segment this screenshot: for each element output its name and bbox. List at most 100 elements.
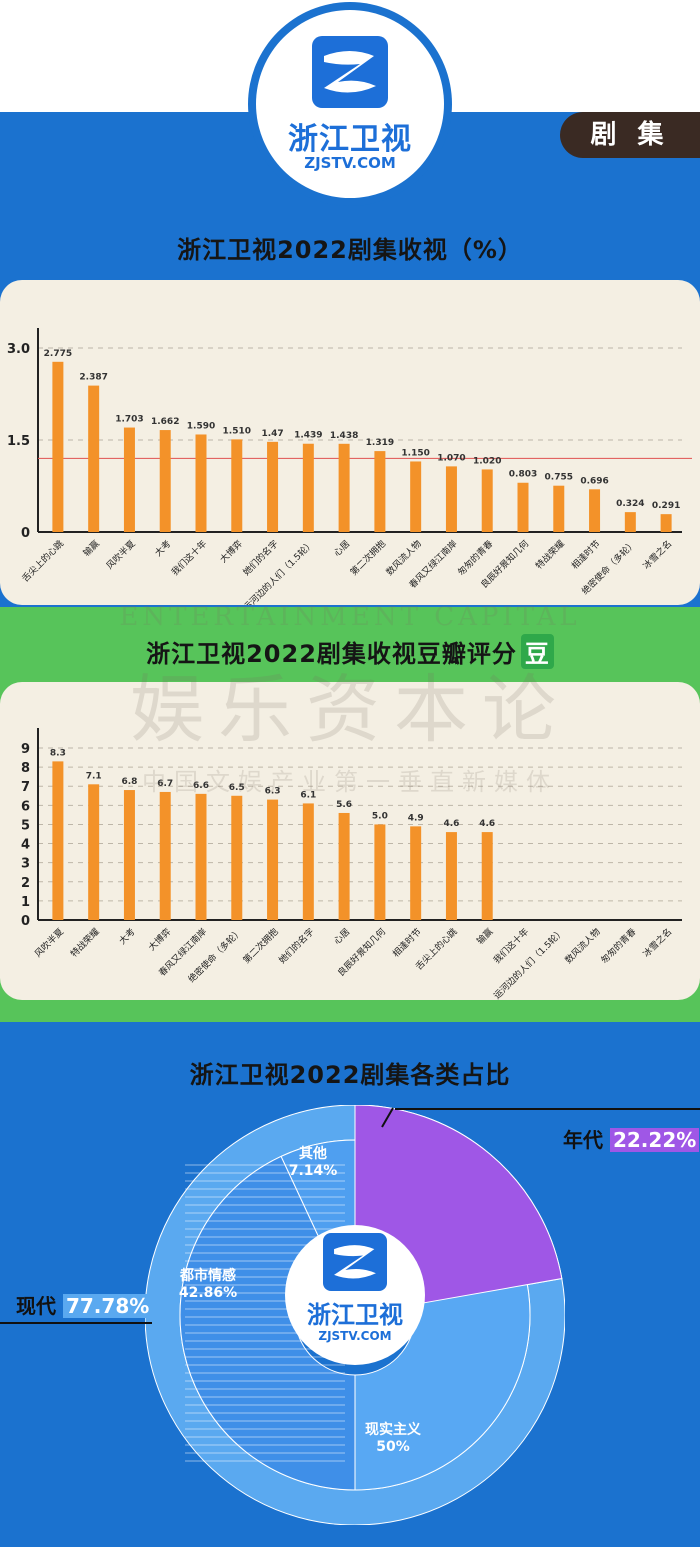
slice-label-realism: 现实主义 50% [365,1422,421,1455]
bar-value-label: 1.510 [223,426,251,436]
bar-value-label: 1.662 [151,417,179,427]
douban-badge: 豆 [520,634,554,669]
zjstv-logo: 浙江卫视 ZJSTV.COM [248,2,452,206]
chart2-card: 9 8 7 6 5 4 3 2 1 0 8.3 风吹半夏 7.1 特战荣耀 6.8 大考 6.7 大博弈 6.6 春风… [0,682,700,1000]
bar [410,826,422,920]
bar [374,451,386,532]
bar-value-label: 0.696 [580,476,608,486]
x-tick-label: 特战荣耀 [533,538,567,572]
y-tick-label: 5 [21,818,30,833]
chart2-title-row: 浙江卫视2022剧集收视豆瓣评分豆 [0,634,700,669]
y-tick-label: 2 [21,876,30,891]
donut-center-logo: 浙江卫视 ZJSTV.COM [285,1225,425,1365]
bar-value-label: 6.7 [157,779,173,789]
x-tick-label: 心居 [332,538,353,559]
bar [589,489,601,532]
bar-value-label: 2.775 [44,349,72,359]
outer-label-modern: 现代 77.78% [16,1290,153,1319]
bar-value-label: 1.703 [115,415,143,425]
bar [88,385,100,532]
bar-value-label: 7.1 [86,771,102,781]
watermark-cn: 娱乐资本论 [130,667,570,753]
category-donut-chart: 浙江卫视 ZJSTV.COM 其他 7.14% 都市情感 42.86% 现实主义 50… [145,1105,565,1525]
bar [195,793,207,920]
y-tick-label: 3 [21,857,30,872]
bar-value-label: 5.6 [336,800,352,810]
bar-value-label: 4.9 [408,813,424,823]
bar [481,469,493,532]
leader-line-modern [0,1322,152,1324]
bar [52,761,64,920]
bar [231,439,243,532]
bar [267,799,279,920]
x-tick-label: 心居 [332,926,353,947]
x-tick-label: 输赢 [474,926,495,947]
bar-value-label: 6.5 [229,783,245,793]
logo-z-icon [312,36,388,108]
x-tick-label: 风吹半夏 [32,926,66,960]
bar [445,832,457,920]
bar [517,482,529,532]
x-tick-label: 匆匆的青春 [598,926,638,966]
logo-english-text: ZJSTV.COM [304,154,396,172]
x-tick-label: 输赢 [81,538,102,559]
y-tick-label: 4 [21,838,30,853]
bar [302,803,314,920]
x-tick-label: 匆匆的青春 [455,538,495,578]
x-tick-label: 冰雪之名 [640,538,674,572]
bar [481,832,493,920]
bar-value-label: 4.6 [443,819,459,829]
x-tick-label: 大考 [152,538,173,559]
y-tick-label: 6 [21,799,30,814]
logo-chinese-text: 浙江卫视 [288,122,412,157]
x-tick-label: 她们的名字 [240,538,280,578]
x-tick-label: 相逢时节 [569,538,603,572]
bar-value-label: 0.291 [652,501,680,511]
x-tick-label: 风吹半夏 [104,538,138,572]
x-tick-label: 数风流人物 [562,926,602,966]
bar [159,430,171,532]
center-logo-z-icon [323,1233,387,1291]
bar [660,514,672,532]
bar [88,784,100,920]
bar [624,512,636,532]
bar-value-label: 1.150 [401,448,429,458]
chart3-title: 浙江卫视2022剧集各类占比 [189,1061,511,1089]
x-tick-label: 特战荣耀 [68,926,102,960]
bar [52,361,64,532]
bar-value-label: 1.438 [330,431,358,441]
x-tick-label: 我们这十年 [491,926,531,966]
bar-value-label: 5.0 [372,811,388,821]
leader-line-era [395,1108,700,1110]
bar [231,795,243,920]
watermark-sub: 中国文娱产业第一垂直新媒体 [142,768,558,796]
x-tick-label: 她们的名字 [276,926,316,966]
x-tick-label: 大考 [116,926,137,947]
x-tick-label: 舌尖上的心跳 [19,538,66,585]
slice-label-urban: 都市情感 42.86% [178,1268,238,1301]
bar [195,434,207,532]
bar-value-label: 1.47 [261,429,283,439]
y-tick-label: 3.0 [7,342,30,357]
bar-value-label: 2.387 [79,373,107,383]
bar-value-label: 1.319 [366,438,394,448]
center-logo-en: ZJSTV.COM [318,1329,392,1343]
y-tick-label: 1 [21,895,30,910]
y-tick-label: 0 [21,526,30,541]
bar-value-label: 1.070 [437,453,465,463]
bar [410,461,422,532]
bar-value-label: 6.6 [193,781,209,791]
category-tag: 剧 集 [560,112,700,158]
x-tick-label: 第二次拥抱 [348,538,388,578]
bar [123,427,135,532]
bar-value-label: 0.324 [616,499,644,509]
bar [302,443,314,532]
douban-bar-chart: 98765432108.3风吹半夏7.1特战荣耀6.8大考6.7大博弈6.6春风… [21,728,682,1000]
x-tick-label: 第二次拥抱 [240,926,280,966]
bar [123,790,135,920]
bar [338,812,350,920]
slice-label-other: 其他 7.14% [288,1146,338,1179]
bar-value-label: 1.590 [187,421,215,431]
ratings-bar-chart: 3.0 1.5 0 2.775 舌尖上的心跳 2.387 输赢 1.703 风吹半夏 1.662 大… [7,328,692,605]
bar-value-label: 0.803 [509,470,537,480]
